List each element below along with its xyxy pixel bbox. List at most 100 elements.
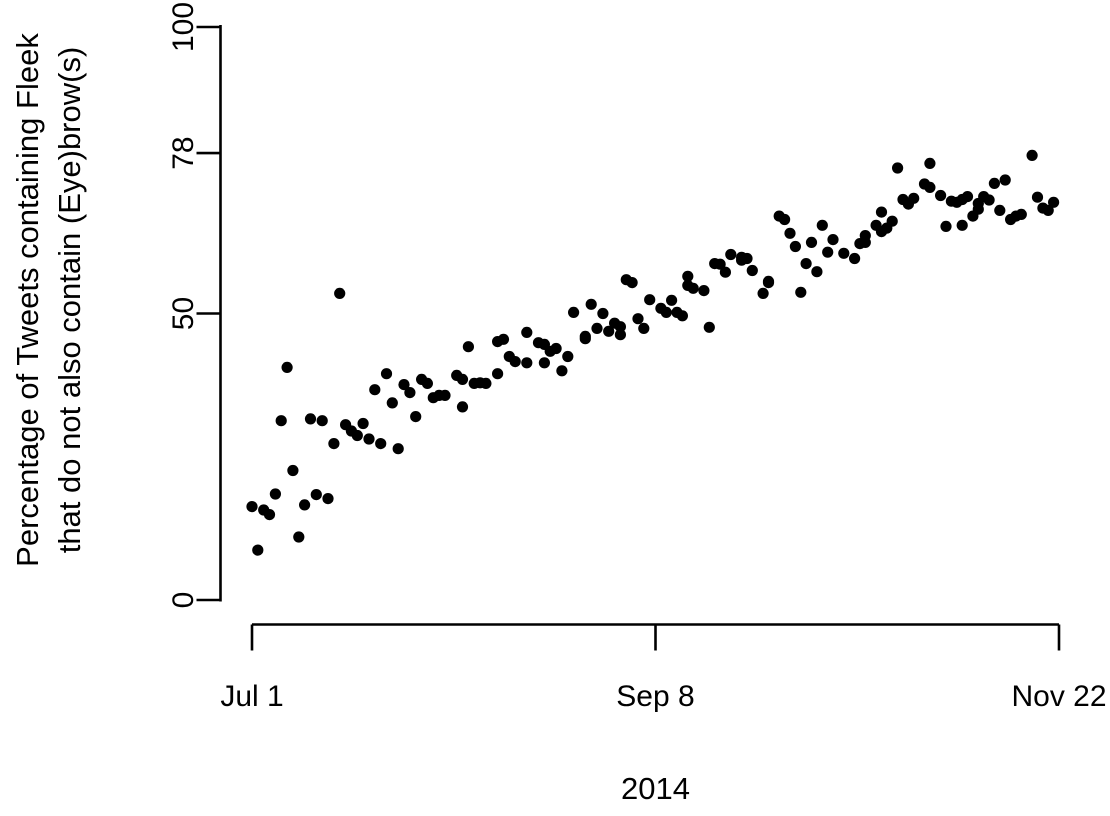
scatter-point <box>762 275 775 287</box>
scatter-point <box>386 397 398 409</box>
scatter-point <box>492 368 504 380</box>
scatter-point <box>375 438 387 450</box>
x-axis: Jul 1 Sep 8 Nov 22 2014 <box>220 623 1107 806</box>
scatter-point <box>246 501 258 513</box>
scatter-point <box>626 277 638 289</box>
scatter-point <box>456 401 469 413</box>
scatter-point <box>480 377 492 389</box>
scatter-point <box>892 162 904 174</box>
scatter-point <box>322 493 334 505</box>
scatter-point <box>562 350 574 363</box>
scatter-point <box>538 357 551 369</box>
scatter-point <box>849 252 861 265</box>
scatter-point <box>999 174 1011 186</box>
x-axis-ticks: Jul 1 Sep 8 Nov 22 <box>220 624 1107 713</box>
scatter-point <box>935 189 947 202</box>
scatter-point <box>287 464 299 477</box>
scatter-point <box>1026 149 1038 161</box>
scatter-point <box>316 415 328 427</box>
scatter-point <box>983 194 995 206</box>
scatter-point <box>994 204 1006 216</box>
scatter-point <box>988 177 1001 189</box>
scatter-point <box>521 357 533 369</box>
scatter-point <box>741 252 753 265</box>
scatter-point <box>299 499 311 511</box>
scatter-point <box>591 322 603 334</box>
scatter-point <box>579 333 591 345</box>
scatter-point <box>1031 191 1044 203</box>
scatter-point <box>924 157 936 169</box>
scatter-point <box>550 342 562 355</box>
y-tick-label: 100 <box>167 2 200 52</box>
scatter-point <box>908 192 920 204</box>
y-axis: 0 50 78 100 Percentage of Tweets containing… <box>10 2 222 608</box>
x-tick-label: Nov 22 <box>1011 680 1106 713</box>
scatter-point <box>269 488 281 500</box>
scatter-point <box>886 215 898 227</box>
scatter-point <box>638 322 650 334</box>
scatter-point <box>585 298 597 310</box>
scatter-point <box>660 306 672 318</box>
y-tick-label: 78 <box>167 136 200 169</box>
scatter-point <box>746 264 758 277</box>
scatter-point <box>956 219 968 231</box>
scatter-point <box>614 321 627 333</box>
scatter-point <box>369 384 381 396</box>
scatter-point <box>972 203 984 215</box>
scatter-point <box>632 313 644 325</box>
scatter-point <box>961 191 974 203</box>
scatter-point <box>328 438 340 450</box>
scatter-point <box>421 377 433 389</box>
scatter-point <box>816 219 828 231</box>
scatter-point <box>556 365 568 377</box>
scatter-point <box>456 373 469 385</box>
scatter-point <box>404 387 416 399</box>
scatter-point <box>334 287 346 299</box>
scatter-point <box>392 443 404 455</box>
scatter-point <box>521 326 533 338</box>
scatter-point <box>1048 196 1060 208</box>
y-axis-title-line1: Percentage of Tweets containing Fleek <box>10 33 45 567</box>
x-axis-title: 2014 <box>621 771 690 806</box>
scatter-point <box>293 531 305 543</box>
scatter-point <box>940 220 952 232</box>
y-tick-label: 0 <box>167 592 200 609</box>
scatter-point <box>698 285 710 297</box>
scatter-point <box>676 310 689 322</box>
scatter-point <box>439 389 451 401</box>
scatter-point <box>719 266 732 278</box>
scatter-points <box>246 149 1060 556</box>
scatter-point <box>380 368 393 380</box>
scatter-point <box>263 508 276 521</box>
scatter-point <box>597 307 609 320</box>
scatter-point <box>827 234 839 246</box>
scatter-point <box>357 417 369 430</box>
scatter-point <box>1042 204 1054 216</box>
scatter-point <box>725 248 737 261</box>
scatter-point <box>838 247 850 259</box>
x-tick-label: Jul 1 <box>220 680 283 713</box>
scatter-point <box>757 287 769 299</box>
scatter-point <box>281 361 293 373</box>
scatter-point <box>714 258 726 270</box>
scatter-point <box>252 544 264 556</box>
scatter-point <box>568 306 580 318</box>
scatter-point <box>497 333 510 345</box>
x-tick-label: Sep 8 <box>616 680 694 713</box>
y-axis-ticks: 0 50 78 100 <box>167 2 221 608</box>
scatter-point <box>687 282 699 294</box>
y-tick-label: 50 <box>167 297 200 330</box>
scatter-point <box>275 415 287 427</box>
scatter-point <box>304 413 317 425</box>
scatter-point <box>875 206 888 218</box>
scatter-point <box>703 321 715 333</box>
scatter-point <box>779 213 791 226</box>
scatter-point <box>310 489 322 501</box>
scatter-point <box>822 246 834 258</box>
scatter-point <box>859 230 871 242</box>
scatter-point <box>1015 208 1027 220</box>
scatter-point <box>789 240 802 253</box>
scatter-point <box>795 286 807 298</box>
scatter-point <box>924 181 936 193</box>
